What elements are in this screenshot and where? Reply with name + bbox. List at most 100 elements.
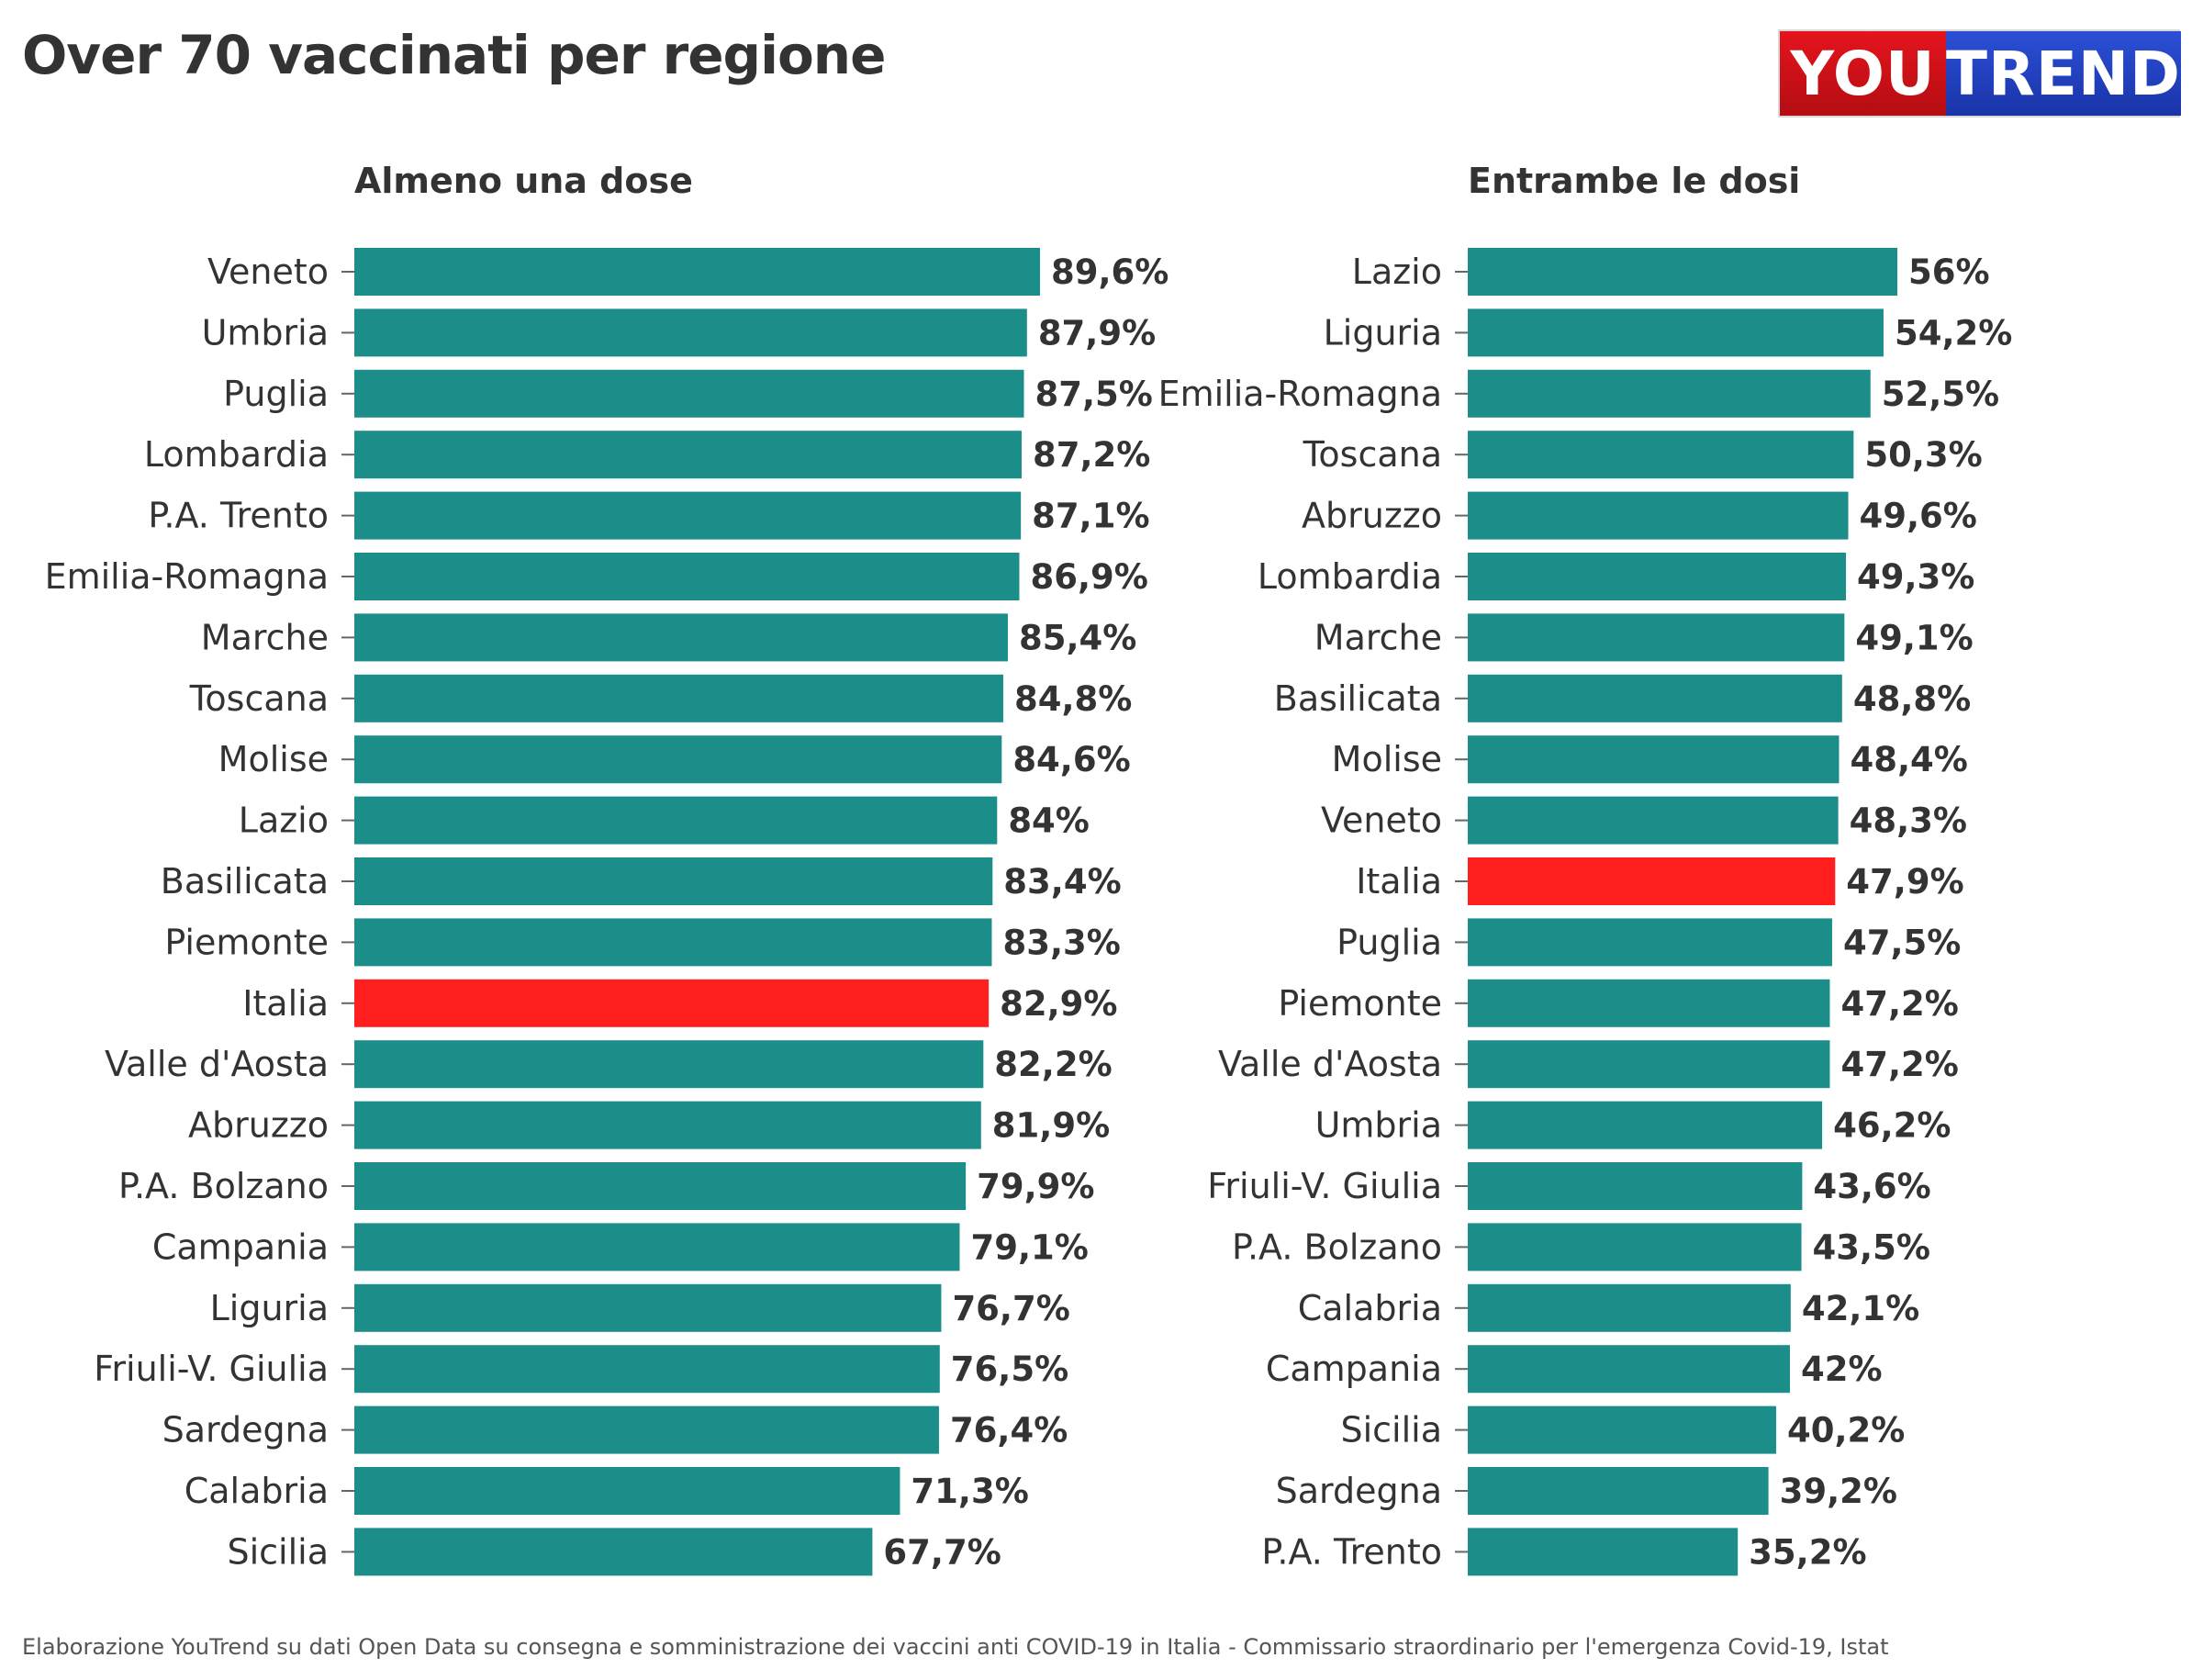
value-label: 82,9%: [1000, 984, 1117, 1024]
category-label: P.A. Bolzano: [118, 1166, 329, 1206]
value-label: 48,4%: [1850, 740, 1967, 779]
bar: [354, 308, 1027, 357]
value-label: 42,1%: [1802, 1289, 1919, 1328]
value-label: 87,1%: [1032, 497, 1149, 536]
bar: [354, 979, 990, 1027]
bar: [354, 1101, 981, 1149]
bar: [1468, 735, 1840, 784]
value-label: 47,2%: [1840, 1045, 1958, 1084]
category-label: Sicilia: [227, 1531, 329, 1572]
chart-subtitle: Almeno una dose: [354, 161, 693, 201]
category-label: Lombardia: [144, 434, 329, 475]
category-label: Calabria: [185, 1471, 329, 1511]
bar: [1468, 1101, 1823, 1149]
bar: [354, 918, 992, 967]
value-label: 85,4%: [1019, 618, 1136, 657]
bar: [1468, 674, 1842, 722]
category-label: Italia: [242, 983, 329, 1024]
bar: [354, 431, 1022, 479]
category-label: Puglia: [223, 374, 329, 414]
bar: [354, 735, 1002, 784]
value-label: 56%: [1908, 252, 1990, 292]
source-note: Elaborazione YouTrend su dati Open Data …: [22, 1634, 1889, 1660]
value-label: 76,4%: [950, 1411, 1068, 1450]
bar: [354, 491, 1022, 540]
bar: [1468, 979, 1830, 1027]
value-label: 50,3%: [1864, 435, 1982, 475]
category-label: Piemonte: [164, 922, 329, 962]
category-label: Marche: [1314, 617, 1442, 657]
value-label: 71,3%: [911, 1472, 1028, 1511]
category-label: Valle d'Aosta: [105, 1044, 329, 1084]
value-label: 89,6%: [1051, 252, 1169, 292]
category-label: Veneto: [1321, 801, 1442, 841]
bar: [1468, 796, 1839, 845]
value-label: 46,2%: [1833, 1106, 1951, 1146]
category-label: Sicilia: [1340, 1410, 1442, 1450]
category-label: P.A. Trento: [148, 496, 329, 536]
bar: [354, 1406, 939, 1454]
chart-subtitle: Entrambe le dosi: [1468, 161, 1800, 201]
bar: [1468, 918, 1832, 967]
bar: [354, 248, 1040, 296]
value-label: 54,2%: [1895, 313, 2012, 353]
value-label: 48,3%: [1850, 801, 1967, 841]
bar: [1468, 1467, 1769, 1515]
value-label: 48,8%: [1853, 679, 1971, 719]
logo-you-part: YOU: [1780, 31, 1946, 116]
value-label: 47,9%: [1846, 862, 1963, 902]
page-title: Over 70 vaccinati per regione: [22, 24, 886, 86]
bar: [1468, 248, 1897, 296]
bar: [1468, 1345, 1790, 1394]
category-label: Campania: [152, 1226, 329, 1267]
value-label: 83,4%: [1003, 862, 1121, 902]
value-label: 79,9%: [977, 1167, 1094, 1206]
category-label: Calabria: [1298, 1288, 1442, 1328]
bar: [354, 1528, 873, 1576]
category-label: Emilia-Romagna: [1158, 374, 1442, 414]
category-label: Emilia-Romagna: [45, 556, 329, 597]
value-label: 83,3%: [1002, 923, 1120, 962]
category-label: Toscana: [1303, 434, 1442, 475]
category-label: Puglia: [1336, 922, 1442, 962]
category-label: Umbria: [1315, 1105, 1442, 1146]
bar: [1468, 431, 1854, 479]
category-label: Veneto: [207, 252, 329, 292]
value-label: 84,8%: [1014, 679, 1132, 719]
bar: [1468, 1223, 1802, 1271]
bar: [1468, 1283, 1791, 1332]
category-label: Lombardia: [1258, 556, 1442, 597]
category-label: Italia: [1356, 861, 1442, 902]
category-label: Liguria: [1324, 312, 1442, 353]
value-label: 76,7%: [952, 1289, 1069, 1328]
category-label: Sardegna: [1276, 1471, 1442, 1511]
value-label: 49,6%: [1860, 497, 1977, 536]
value-label: 87,9%: [1038, 313, 1156, 353]
bar: [354, 613, 1008, 662]
category-label: Basilicata: [1274, 678, 1442, 719]
category-label: Abruzzo: [1302, 496, 1442, 536]
value-label: 47,2%: [1840, 984, 1958, 1024]
value-label: 40,2%: [1787, 1411, 1905, 1450]
value-label: 39,2%: [1780, 1472, 1897, 1511]
category-label: Liguria: [210, 1288, 329, 1328]
value-label: 42%: [1801, 1350, 1883, 1389]
logo-trend-part: TREND: [1946, 31, 2181, 116]
bar: [1468, 491, 1849, 540]
category-label: Umbria: [202, 312, 329, 353]
youtrend-logo: YOU TREND: [1778, 29, 2181, 118]
category-label: Toscana: [189, 678, 329, 719]
category-label: Marche: [201, 617, 329, 657]
value-label: 81,9%: [992, 1106, 1110, 1146]
value-label: 43,6%: [1813, 1167, 1930, 1206]
category-label: P.A. Bolzano: [1232, 1226, 1442, 1267]
value-label: 49,1%: [1855, 618, 1973, 657]
value-label: 47,5%: [1843, 923, 1961, 962]
bar: [354, 1040, 984, 1089]
value-label: 76,5%: [951, 1350, 1068, 1389]
value-label: 87,2%: [1033, 435, 1150, 475]
bar: [354, 1283, 942, 1332]
category-label: Campania: [1266, 1349, 1442, 1389]
bar: [1468, 1162, 1803, 1210]
